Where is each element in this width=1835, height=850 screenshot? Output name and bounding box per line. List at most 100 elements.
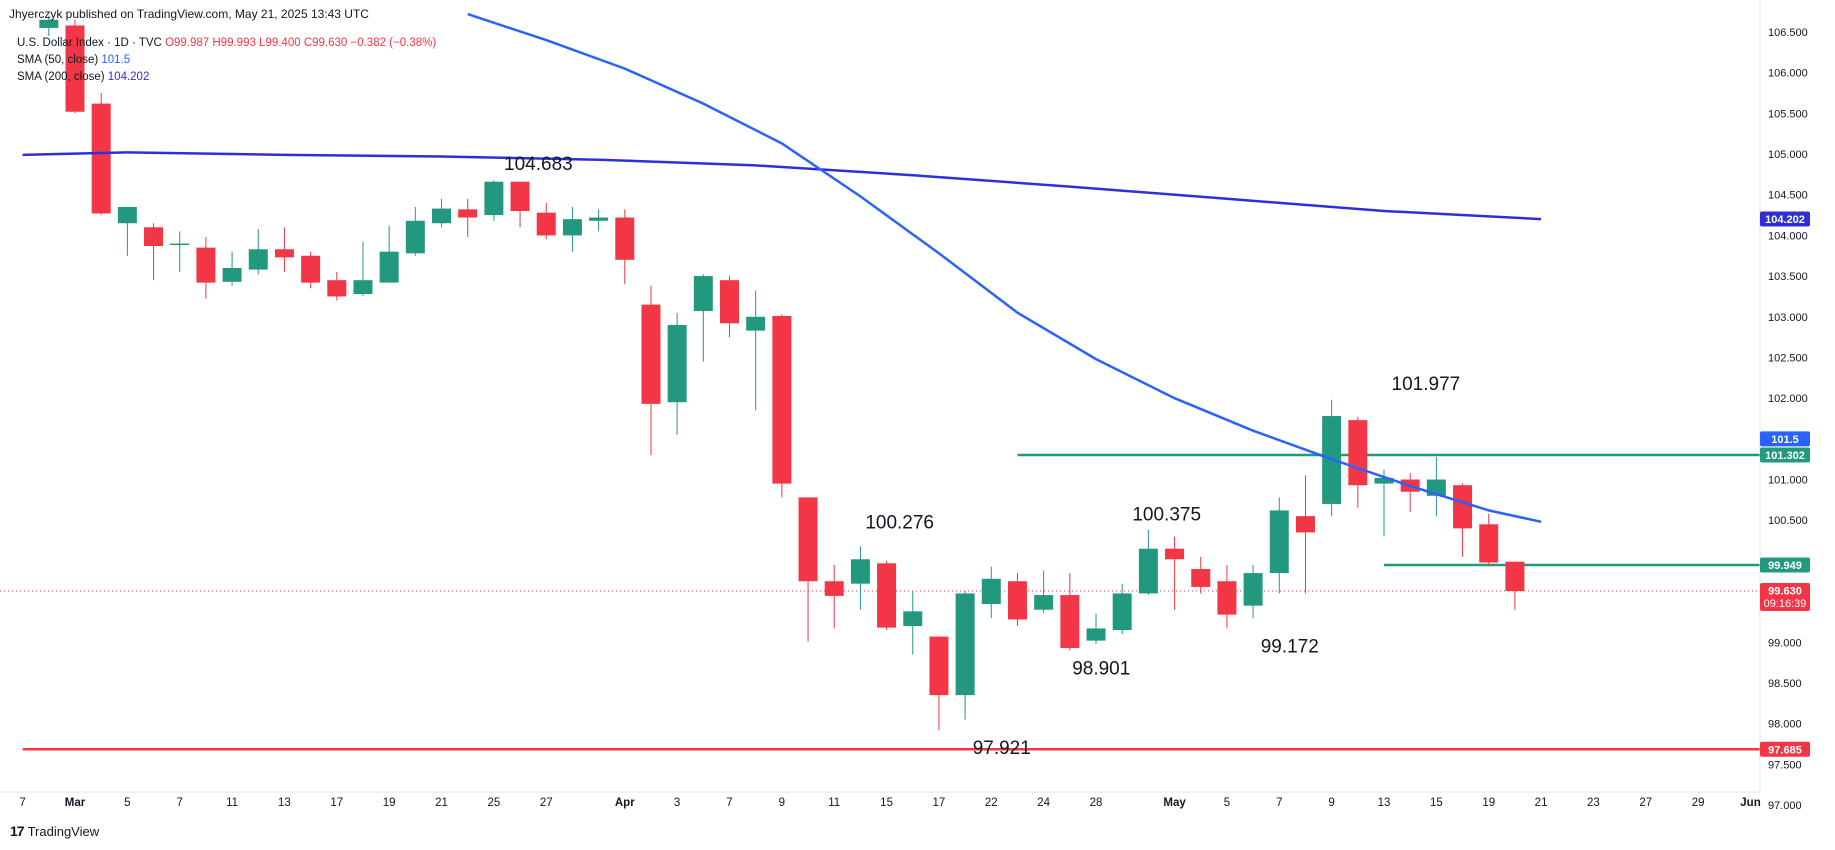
candle-body xyxy=(641,304,661,404)
candle-body xyxy=(693,276,713,312)
candle-body xyxy=(1112,593,1132,631)
x-tick-label: 17 xyxy=(933,797,946,809)
y-tick-label: 100.500 xyxy=(1768,515,1808,527)
x-tick-label: 9 xyxy=(1328,797,1334,809)
candle-body xyxy=(222,267,242,282)
y-tick-label: 104.500 xyxy=(1768,190,1808,202)
x-tick-label: 22 xyxy=(985,797,998,809)
y-tick-label: 97.500 xyxy=(1768,759,1802,771)
x-tick-label: Apr xyxy=(615,797,635,809)
candle-body xyxy=(274,249,294,258)
price-label-box xyxy=(1760,557,1810,573)
price-label-text: 104.202 xyxy=(1765,214,1805,226)
candle-body xyxy=(903,611,923,626)
sma200-label: SMA (200, close) xyxy=(17,71,105,83)
price-label-text: 101.5 xyxy=(1771,434,1799,446)
x-tick-label: 19 xyxy=(1482,797,1495,809)
candle-body xyxy=(1374,477,1394,484)
y-tick-label: 103.500 xyxy=(1768,271,1808,283)
x-tick-label: 24 xyxy=(1037,797,1050,809)
price-label-box xyxy=(1760,741,1810,757)
candle-body xyxy=(1191,569,1211,587)
sma200-line xyxy=(22,151,1542,221)
sma50-label: SMA (50, close) xyxy=(17,54,99,66)
candle-body xyxy=(562,219,582,236)
time-axis[interactable]: 7 Mar 5 7 11 13 17 19 21 25 27 Apr 3 7 9 11 15 17 22 24 28 Ma… xyxy=(0,791,1761,809)
y-tick-label: 105.500 xyxy=(1768,108,1808,120)
candle-body xyxy=(877,563,897,628)
tradingview-footer[interactable]: 17 TradingView xyxy=(10,823,99,839)
candle-body xyxy=(1243,573,1263,606)
candle-body xyxy=(798,497,818,582)
candle-body xyxy=(1269,510,1289,574)
candle-body xyxy=(117,206,137,224)
price-label-box xyxy=(1760,431,1810,447)
candle-body xyxy=(1060,595,1080,648)
price-annotation: 98.901 xyxy=(1072,658,1130,679)
x-tick-label: 23 xyxy=(1587,797,1600,809)
tradingview-logo-icon: 17 xyxy=(10,823,25,839)
candle-body xyxy=(353,280,373,295)
y-tick-label: 98.500 xyxy=(1768,678,1802,690)
sma50-value: 101.5 xyxy=(101,54,131,66)
candle-body xyxy=(667,324,687,403)
candle-body xyxy=(746,316,766,331)
x-tick-label: 7 xyxy=(19,797,25,809)
price-label-box xyxy=(1760,447,1810,463)
candle-body xyxy=(1217,581,1237,615)
x-tick-label: 11 xyxy=(828,797,840,809)
legend: U.S. Dollar Index · 1D · TVC O99.987 H99… xyxy=(17,35,436,86)
candle-body xyxy=(1505,561,1525,592)
x-tick-label: 3 xyxy=(674,797,680,809)
y-tick-label: 97.000 xyxy=(1768,800,1802,812)
x-tick-label: 7 xyxy=(177,797,183,809)
candle-body xyxy=(91,103,111,214)
legend-sma50-row[interactable]: SMA (50, close) 101.5 xyxy=(17,52,436,69)
candle-body xyxy=(1138,548,1158,594)
countdown-label: 09:16:39 xyxy=(1764,598,1807,610)
x-tick-label: 13 xyxy=(278,797,291,809)
price-label-box xyxy=(1760,211,1810,227)
candle-body xyxy=(824,581,844,596)
tradingview-name: TradingView xyxy=(27,823,100,839)
price-axis[interactable]: 97.00097.50098.00098.50099.00099.500100.… xyxy=(1759,0,1810,812)
candle-body xyxy=(1479,524,1499,563)
candle-body xyxy=(1348,420,1368,486)
y-tick-label: 98.000 xyxy=(1768,719,1802,731)
y-tick-label: 104.000 xyxy=(1768,230,1808,242)
candle-body xyxy=(1086,628,1106,641)
candle-body xyxy=(1295,516,1315,533)
candles xyxy=(39,15,1525,731)
x-tick-label: 13 xyxy=(1378,797,1391,809)
candle-body xyxy=(327,280,347,297)
moving-averages xyxy=(22,12,1542,524)
candle-body xyxy=(589,217,609,221)
x-tick-label: 15 xyxy=(880,797,893,809)
candle-body xyxy=(981,578,1001,605)
x-tick-label: 17 xyxy=(330,797,343,809)
candle-body xyxy=(772,315,792,484)
y-tick-label: 102.500 xyxy=(1768,352,1808,364)
price-annotation: 97.921 xyxy=(973,738,1031,759)
candle-body xyxy=(1007,581,1027,620)
candle-body xyxy=(955,593,975,696)
ohlc-values: O99.987 H99.993 L99.400 C99.630 −0.382 (… xyxy=(165,37,437,49)
x-tick-label: 11 xyxy=(226,797,238,809)
x-tick-label: 5 xyxy=(1224,797,1230,809)
x-tick-label: 9 xyxy=(779,797,785,809)
symbol-name: U.S. Dollar Index · 1D · TVC xyxy=(17,37,162,49)
x-tick-label: 5 xyxy=(124,797,130,809)
candle-body xyxy=(65,25,85,112)
legend-sma200-row[interactable]: SMA (200, close) 104.202 xyxy=(17,69,436,86)
x-tick-label: 27 xyxy=(540,797,553,809)
x-tick-label: 21 xyxy=(435,797,448,809)
candle-body xyxy=(432,208,452,224)
legend-symbol-row[interactable]: U.S. Dollar Index · 1D · TVC O99.987 H99… xyxy=(17,35,436,52)
y-tick-label: 99.000 xyxy=(1768,637,1802,649)
candle-body xyxy=(1453,485,1473,529)
y-tick-label: 105.000 xyxy=(1768,149,1808,161)
candle-body xyxy=(536,212,556,236)
candle-body xyxy=(1034,595,1054,610)
candle-body xyxy=(248,249,268,270)
